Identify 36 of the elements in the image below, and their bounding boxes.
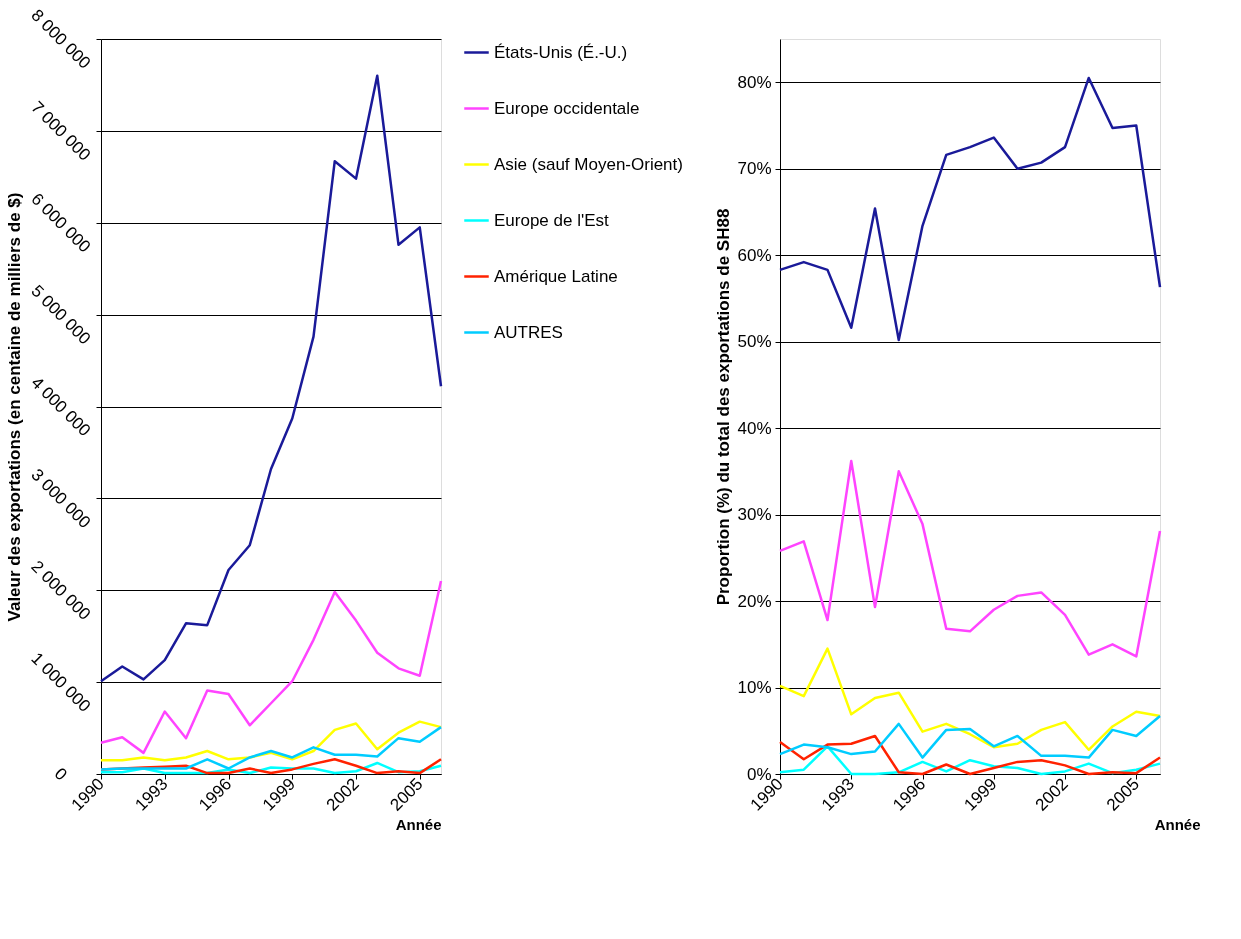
y-tick-label: 70% [737,159,772,179]
line-series [778,459,1162,658]
legend-label: AUTRES [494,322,563,342]
line-series [99,74,443,683]
legend-label: Europe de l'Est [494,210,610,230]
y-tick-label: 10% [737,678,772,698]
y-tick-label: 5 000 000 [27,281,95,349]
legend-label: États-Unis (É.-U.) [494,42,628,62]
y-tick-label: 20% [737,591,772,611]
legend-label: Europe occidentale [494,98,640,118]
y-tick-label: 30% [737,505,772,525]
y-tick-label: 6 000 000 [27,189,95,257]
line-series [99,725,443,771]
y-tick-label: 0 [50,764,71,785]
y-axis-title: Proportion (%) du total des exportations de SH88 [714,208,734,606]
y-tick-label: 3 000 000 [27,465,95,532]
y-tick-label: 80% [737,72,772,92]
y-tick-label: 1 000 000 [27,648,95,716]
x-axis-title: Année [1154,815,1201,833]
line-series [99,579,443,755]
legend-label: Amérique Latine [494,266,618,286]
y-tick-label: 0% [746,764,772,784]
line-series [778,714,1162,759]
y-axis-title: Valeur des exportations (en centaine de milliers de $) [5,192,25,622]
x-axis-title: Année [395,815,442,833]
y-tick-label: 7 000 000 [27,97,95,165]
y-tick-label: 4 000 000 [27,373,95,441]
line-series [99,720,443,762]
y-tick-label: 2 000 000 [27,556,95,624]
line-series [778,76,1162,342]
legend-label: Asie (sauf Moyen-Orient) [494,154,683,174]
line-series [778,647,1162,752]
y-tick-label: 60% [737,245,772,265]
y-tick-label: 50% [737,332,772,352]
y-tick-label: 40% [737,418,772,438]
y-tick-label: 8 000 000 [27,5,95,73]
